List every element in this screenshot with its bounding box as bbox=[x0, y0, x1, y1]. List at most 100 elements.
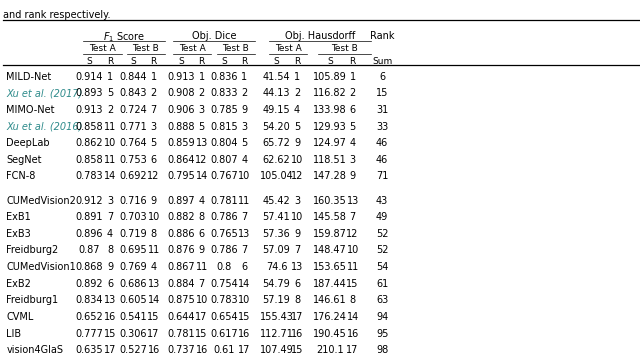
Text: 0.912: 0.912 bbox=[76, 195, 104, 206]
Text: 71: 71 bbox=[376, 171, 388, 182]
Text: S: S bbox=[274, 57, 279, 66]
Text: SegNet: SegNet bbox=[6, 155, 42, 165]
Text: 153.65: 153.65 bbox=[314, 262, 347, 272]
Text: Freidburg2: Freidburg2 bbox=[6, 245, 59, 256]
Text: 7: 7 bbox=[241, 245, 248, 256]
Text: 57.09: 57.09 bbox=[262, 245, 291, 256]
Text: 15: 15 bbox=[291, 345, 303, 354]
Text: 0.843: 0.843 bbox=[120, 88, 147, 98]
Text: 0.771: 0.771 bbox=[119, 121, 147, 132]
Text: 5: 5 bbox=[241, 138, 248, 148]
Text: 2: 2 bbox=[107, 105, 113, 115]
Text: S: S bbox=[328, 57, 333, 66]
Text: 16: 16 bbox=[195, 345, 208, 354]
Text: 9: 9 bbox=[241, 105, 248, 115]
Text: 62.62: 62.62 bbox=[262, 155, 291, 165]
Text: 1: 1 bbox=[241, 72, 248, 82]
Text: 0.858: 0.858 bbox=[76, 155, 104, 165]
Text: 4: 4 bbox=[294, 105, 300, 115]
Text: 6: 6 bbox=[107, 279, 113, 289]
Text: 2: 2 bbox=[198, 88, 205, 98]
Text: 5: 5 bbox=[294, 121, 300, 132]
Text: 16: 16 bbox=[291, 329, 303, 338]
Text: 0.8: 0.8 bbox=[216, 262, 232, 272]
Text: 11: 11 bbox=[104, 155, 116, 165]
Text: 0.836: 0.836 bbox=[211, 72, 237, 82]
Text: 0.858: 0.858 bbox=[76, 121, 104, 132]
Text: 0.692: 0.692 bbox=[119, 171, 147, 182]
Text: 15: 15 bbox=[147, 312, 160, 322]
Text: 5: 5 bbox=[107, 88, 113, 98]
Text: 10: 10 bbox=[195, 295, 208, 305]
Text: 61: 61 bbox=[376, 279, 388, 289]
Text: 0.605: 0.605 bbox=[119, 295, 147, 305]
Text: 11: 11 bbox=[346, 262, 359, 272]
Text: Test B: Test B bbox=[223, 44, 249, 53]
Text: 0.897: 0.897 bbox=[167, 195, 195, 206]
Text: 13: 13 bbox=[195, 138, 208, 148]
Text: 11: 11 bbox=[147, 245, 160, 256]
Text: 107.49: 107.49 bbox=[260, 345, 293, 354]
Text: 0.882: 0.882 bbox=[167, 212, 195, 222]
Text: 12: 12 bbox=[195, 155, 208, 165]
Text: 0.815: 0.815 bbox=[210, 121, 238, 132]
Text: 0.786: 0.786 bbox=[210, 212, 238, 222]
Text: and rank respectively.: and rank respectively. bbox=[3, 10, 111, 20]
Text: 15: 15 bbox=[104, 329, 116, 338]
Text: 6: 6 bbox=[198, 229, 205, 239]
Text: 13: 13 bbox=[238, 229, 251, 239]
Text: 14: 14 bbox=[238, 279, 251, 289]
Text: 146.61: 146.61 bbox=[314, 295, 347, 305]
Text: 0.686: 0.686 bbox=[120, 279, 147, 289]
Text: 0.644: 0.644 bbox=[168, 312, 195, 322]
Text: Test A: Test A bbox=[89, 44, 116, 53]
Text: 12: 12 bbox=[147, 171, 160, 182]
Text: 9: 9 bbox=[198, 245, 205, 256]
Text: 14: 14 bbox=[346, 312, 359, 322]
Text: 9: 9 bbox=[150, 195, 157, 206]
Text: LIB: LIB bbox=[6, 329, 22, 338]
Text: 11: 11 bbox=[104, 121, 116, 132]
Text: 49: 49 bbox=[376, 212, 388, 222]
Text: 118.51: 118.51 bbox=[314, 155, 347, 165]
Text: 8: 8 bbox=[294, 295, 300, 305]
Text: 2: 2 bbox=[294, 88, 300, 98]
Text: 129.93: 129.93 bbox=[314, 121, 347, 132]
Text: MILD-Net: MILD-Net bbox=[6, 72, 52, 82]
Text: 54.20: 54.20 bbox=[262, 121, 291, 132]
Text: Test A: Test A bbox=[275, 44, 301, 53]
Text: 0.737: 0.737 bbox=[167, 345, 195, 354]
Text: 0.867: 0.867 bbox=[167, 262, 195, 272]
Text: 160.35: 160.35 bbox=[314, 195, 347, 206]
Text: 17: 17 bbox=[238, 345, 251, 354]
Text: 2: 2 bbox=[349, 88, 356, 98]
Text: 0.859: 0.859 bbox=[167, 138, 195, 148]
Text: CUMedVision2: CUMedVision2 bbox=[6, 195, 76, 206]
Text: Test A: Test A bbox=[179, 44, 205, 53]
Text: 54.79: 54.79 bbox=[262, 279, 291, 289]
Text: 187.44: 187.44 bbox=[314, 279, 347, 289]
Text: 16: 16 bbox=[147, 345, 160, 354]
Text: 176.24: 176.24 bbox=[314, 312, 347, 322]
Text: 0.913: 0.913 bbox=[168, 72, 195, 82]
Text: 159.87: 159.87 bbox=[314, 229, 347, 239]
Text: 155.43: 155.43 bbox=[260, 312, 293, 322]
Text: 13: 13 bbox=[346, 195, 359, 206]
Text: 33: 33 bbox=[376, 121, 388, 132]
Text: 0.804: 0.804 bbox=[211, 138, 237, 148]
Text: 2: 2 bbox=[241, 88, 248, 98]
Text: 0.807: 0.807 bbox=[210, 155, 238, 165]
Text: 4: 4 bbox=[241, 155, 248, 165]
Text: ExB1: ExB1 bbox=[6, 212, 31, 222]
Text: 190.45: 190.45 bbox=[314, 329, 347, 338]
Text: 17: 17 bbox=[291, 312, 303, 322]
Text: 10: 10 bbox=[147, 212, 160, 222]
Text: 0.541: 0.541 bbox=[119, 312, 147, 322]
Text: 0.862: 0.862 bbox=[76, 138, 104, 148]
Text: 3: 3 bbox=[294, 195, 300, 206]
Text: vision4GlaS: vision4GlaS bbox=[6, 345, 63, 354]
Text: 0.844: 0.844 bbox=[120, 72, 147, 82]
Text: Obj. Dice: Obj. Dice bbox=[192, 30, 236, 41]
Text: Test B: Test B bbox=[132, 44, 159, 53]
Text: 52: 52 bbox=[376, 229, 388, 239]
